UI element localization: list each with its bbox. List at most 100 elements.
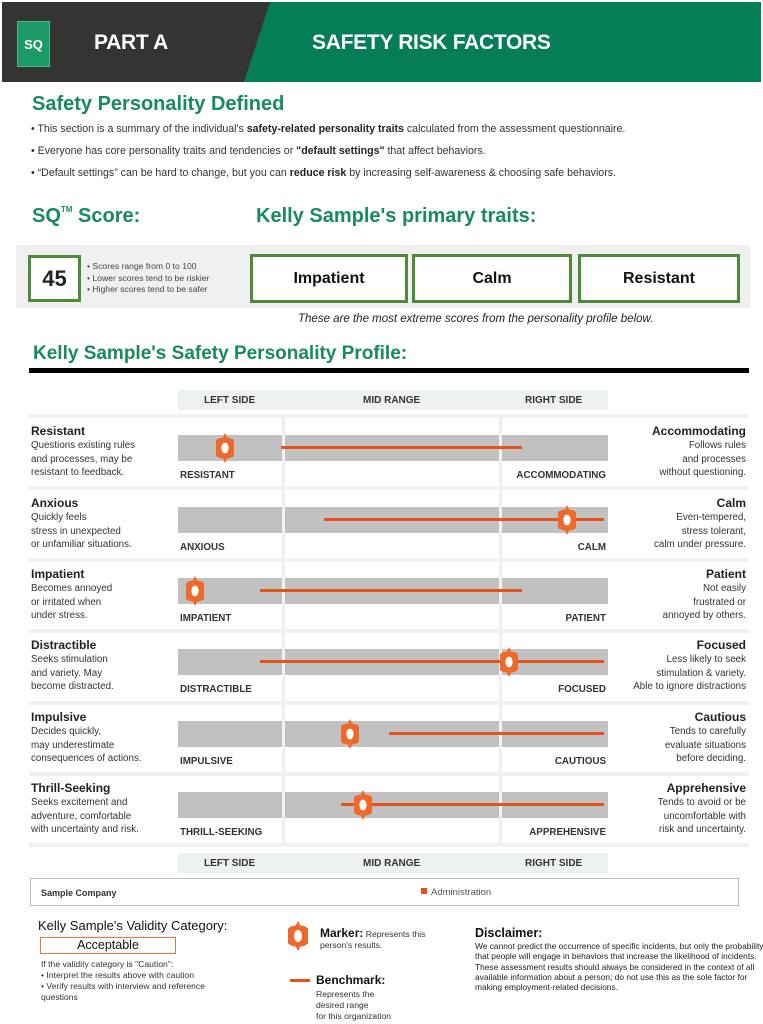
left-scale-label: RESISTANT — [180, 470, 235, 481]
trait-scale-bar — [178, 505, 608, 535]
banner-green-panel — [244, 2, 761, 82]
profile-row: Anxious Quickly feels stress in unexpected… — [29, 496, 749, 568]
section-title: Safety Personality Defined — [32, 93, 285, 115]
right-trait-desc: Tends to avoid or be uncomfortable with ri… — [657, 797, 746, 835]
benchmark-legend-title: Benchmark: — [316, 973, 386, 987]
left-trait-name: Anxious — [31, 496, 79, 510]
marker-legend-label: Marker: Represents this person's results… — [320, 926, 426, 950]
score-notes: • Scores range from 0 to 100 • Lower sco… — [87, 261, 210, 294]
right-trait-desc: Less likely to seek stimulation & variety… — [633, 654, 746, 692]
intro-bullet: • “Default settings” can be hard to chan… — [31, 167, 616, 179]
profile-row: Impulsive Decides quickly, may underestima… — [29, 710, 749, 782]
right-scale-label: CALM — [577, 542, 606, 553]
left-scale-label: IMPULSIVE — [180, 756, 233, 767]
benchmark-line — [281, 446, 522, 449]
benchmark-legend-desc: Represents the desired range for this or… — [316, 989, 391, 1021]
row-separator — [29, 701, 749, 705]
right-trait-desc: Even-tempered, stress tolerant, calm under… — [653, 512, 746, 550]
benchmark-line — [388, 732, 604, 735]
right-trait-desc: Not easily frustrated or annoyed by others… — [662, 583, 746, 621]
intro-bullets: • This section is a summary of the indiv… — [31, 123, 625, 189]
right-trait-name: Accommodating — [651, 424, 746, 438]
trait-scale-bar — [178, 576, 608, 606]
profile-row: Thrill-Seeking Seeks excitement and advent… — [29, 781, 749, 853]
trait-scale-bar — [178, 790, 608, 820]
benchmark-line — [324, 518, 604, 521]
result-marker-icon — [558, 505, 577, 535]
left-trait-desc: Decides quickly, may underestimate consequ… — [31, 726, 142, 764]
right-scale-label: ACCOMMODATING — [516, 470, 606, 481]
disclaimer-text: We cannot predict the occurrence of spec… — [475, 941, 763, 993]
result-marker-icon — [186, 576, 205, 606]
right-trait-name: Apprehensive — [666, 781, 746, 795]
header-banner: SQ PART A SAFETY RISK FACTORS — [2, 2, 761, 82]
disclaimer-title: Disclaimer: — [475, 926, 543, 940]
left-scale-label: IMPATIENT — [180, 613, 232, 624]
validity-title: Kelly Sample's Validity Category: — [38, 918, 228, 933]
row-separator — [29, 414, 749, 418]
row-separator — [29, 558, 749, 562]
left-trait-desc: Quickly feels stress in unexpected or unfa… — [31, 512, 132, 550]
column-header-bottom: LEFT SIDE MID RANGE RIGHT SIDE — [178, 853, 608, 873]
banner-title: SAFETY RISK FACTORS — [312, 31, 551, 54]
left-trait-name: Distractible — [31, 638, 97, 652]
primary-trait-1: Impatient — [250, 254, 408, 303]
left-trait-name: Thrill-Seeking — [31, 781, 111, 795]
right-trait-name: Calm — [716, 496, 746, 510]
profile-row: Resistant Questions existing rules and pro… — [29, 424, 749, 496]
validity-category: Acceptable — [40, 937, 176, 954]
department-swatch-icon — [421, 888, 427, 894]
intro-bullet: • This section is a summary of the indiv… — [31, 123, 626, 135]
right-trait-name: Focused — [696, 638, 746, 652]
left-scale-label: ANXIOUS — [180, 542, 225, 553]
trait-scale-bar — [178, 433, 608, 463]
left-trait-desc: Questions existing rules and processes, m… — [31, 440, 136, 478]
left-scale-label: THRILL-SEEKING — [180, 827, 263, 838]
part-label: PART A — [94, 31, 169, 54]
right-trait-desc: Tends to carefully evaluate situations bef… — [664, 726, 746, 764]
right-scale-label: PATIENT — [565, 613, 606, 624]
right-trait-name: Patient — [705, 567, 746, 581]
result-marker-icon — [341, 719, 359, 749]
result-marker-icon — [353, 790, 372, 820]
marker-legend-icon — [288, 921, 308, 951]
trait-scale-bar — [178, 719, 608, 749]
result-marker-icon — [500, 647, 519, 677]
trait-scale-bar — [178, 647, 608, 677]
primary-trait-3: Resistant — [578, 254, 740, 303]
left-trait-desc: Seeks stimulation and variety. May become … — [31, 654, 114, 692]
validity-notes: If the validity category is "Caution": •… — [41, 959, 205, 1002]
intro-bullet: • Everyone has core personality traits a… — [31, 145, 486, 157]
left-trait-name: Impatient — [31, 567, 85, 581]
right-trait-desc: Follows rules and processes without questi… — [659, 440, 746, 478]
benchmark-line — [259, 660, 604, 663]
sq-score-title: SQTM Score: — [32, 205, 141, 227]
right-scale-label: APPREHENSIVE — [529, 827, 606, 838]
left-trait-desc: Seeks excitement and adventure, comfortab… — [31, 797, 139, 835]
profile-divider — [29, 368, 749, 373]
left-scale-label: DISTRACTIBLE — [180, 684, 252, 695]
right-scale-label: CAUTIOUS — [554, 756, 606, 767]
profile-row: Impatient Becomes annoyed or irritated whe… — [29, 567, 749, 639]
column-header-top: LEFT SIDE MID RANGE RIGHT SIDE — [178, 390, 608, 410]
company-box: Sample Company Administration — [30, 878, 739, 906]
row-separator — [29, 772, 749, 776]
scale-divider — [282, 507, 285, 533]
company-name: Sample Company — [41, 888, 117, 898]
primary-traits-title: Kelly Sample's primary traits: — [256, 205, 537, 227]
sq-score-value: 45 — [28, 255, 81, 302]
traits-caption: These are the most extreme scores from t… — [298, 313, 654, 325]
left-trait-name: Impulsive — [31, 710, 87, 724]
right-trait-name: Cautious — [694, 710, 746, 724]
benchmark-legend-icon — [290, 979, 310, 982]
row-separator — [29, 629, 749, 633]
right-scale-label: FOCUSED — [558, 684, 606, 695]
profile-title: Kelly Sample's Safety Personality Profil… — [33, 343, 408, 364]
benchmark-line — [341, 803, 604, 806]
result-marker-icon — [216, 433, 235, 463]
scale-divider — [282, 721, 285, 747]
row-separator — [29, 843, 749, 847]
primary-trait-2: Calm — [412, 254, 572, 303]
scale-divider — [282, 792, 285, 818]
left-trait-desc: Becomes annoyed or irritated when under st… — [31, 583, 113, 621]
